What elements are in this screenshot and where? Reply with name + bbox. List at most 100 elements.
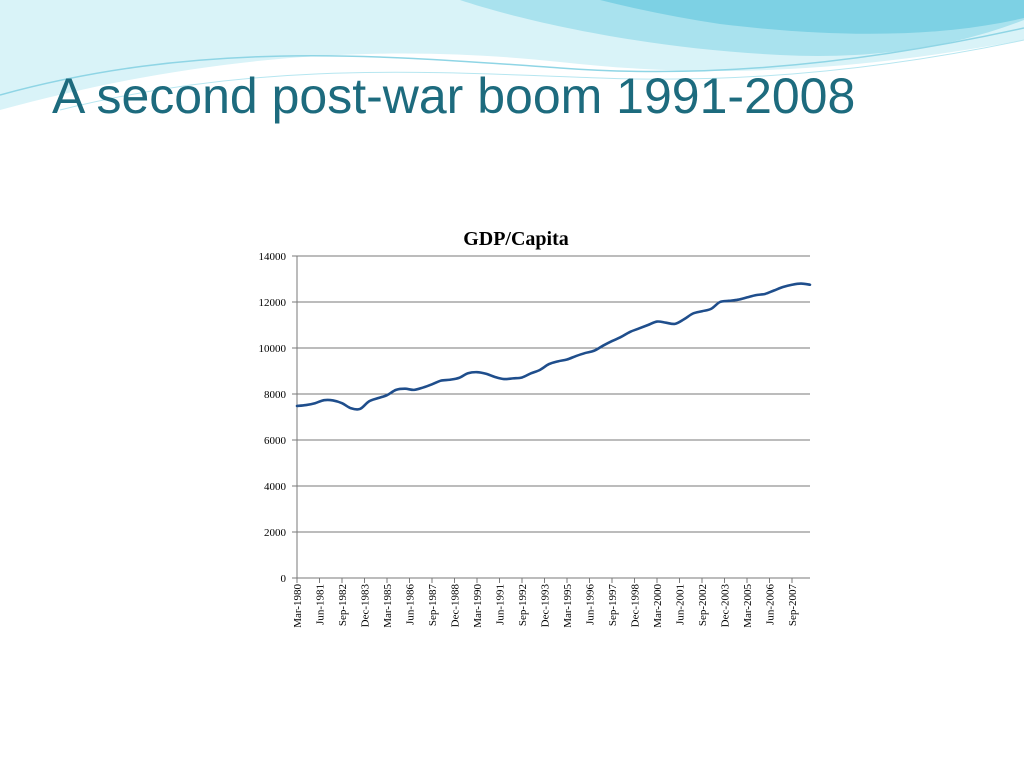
data-point-Mar-2003 (710, 308, 712, 310)
data-point-Sep-1990 (485, 372, 487, 375)
x-tick-label-Jun-1991: Jun-1991 (495, 584, 507, 625)
y-tick-label-4000: 4000 (264, 481, 287, 493)
data-point-Mar-1991 (494, 376, 496, 378)
data-point-Mar-2008 (800, 282, 802, 285)
data-point-Sep-2001 (683, 318, 685, 321)
data-point-Sep-1996 (593, 349, 595, 352)
data-point-Sep-2007 (791, 283, 793, 286)
data-point-Mar-1981 (314, 402, 316, 405)
data-point-Mar-1999 (638, 327, 640, 330)
data-point-Mar-1990 (476, 371, 478, 374)
x-tick-label-Dec-1998: Dec-1998 (630, 584, 642, 628)
data-point-Sep-2004 (737, 298, 739, 301)
wave-band-deep (600, 0, 1024, 34)
x-tick-label-Sep-1997: Sep-1997 (607, 584, 619, 627)
data-point-Sep-1983 (359, 408, 361, 410)
x-tick-label-Mar-1985: Mar-1985 (382, 584, 394, 628)
data-point-Mar-1986 (404, 387, 406, 390)
data-point-Mar-1982 (332, 399, 334, 402)
data-point-Sep-1992 (521, 376, 523, 379)
data-point-Sep-1986 (413, 388, 415, 391)
data-point-Mar-2007 (782, 286, 784, 288)
slide-title: A second post-war boom 1991-2008 (52, 68, 856, 124)
chart-series (295, 282, 812, 411)
data-point-Mar-1994 (548, 363, 550, 365)
x-tick-label-Mar-2000: Mar-2000 (652, 584, 664, 628)
y-tick-label-0: 0 (281, 573, 287, 585)
x-tick-label-Dec-1988: Dec-1988 (450, 584, 462, 628)
data-point-Sep-1981 (323, 399, 325, 402)
data-point-Sep-2002 (701, 310, 703, 313)
data-point-Sep-1993 (539, 368, 541, 371)
data-point-Sep-2006 (773, 289, 775, 292)
data-point-Sep-1997 (611, 340, 613, 342)
data-point-Sep-1988 (449, 378, 451, 381)
x-tick-label-Sep-1982: Sep-1982 (337, 584, 349, 626)
data-point-Sep-1980 (305, 404, 307, 406)
x-tick-label-Jun-1981: Jun-1981 (315, 584, 327, 625)
chart-gridlines (297, 255, 810, 533)
x-tick-label-Sep-1992: Sep-1992 (517, 584, 529, 626)
x-tick-label-Jun-2001: Jun-2001 (675, 584, 687, 625)
data-point-Sep-1985 (395, 388, 397, 391)
gdp-per-capita-line (295, 282, 812, 411)
data-point-Mar-2005 (746, 296, 748, 299)
header-wave-decoration (0, 0, 1024, 111)
data-point-Mar-1998 (620, 336, 622, 338)
y-axis-tick-labels: 0 2000 4000 6000 8000 10000 12000 14000 (259, 251, 287, 585)
x-tick-label-Dec-2003: Dec-2003 (720, 584, 732, 628)
data-point-Sep-1994 (557, 360, 559, 363)
wave-line (0, 27, 1024, 96)
wave-line-2 (59, 39, 1024, 111)
data-point-Sep-1989 (467, 372, 469, 375)
x-tick-label-Mar-1980: Mar-1980 (292, 584, 304, 628)
x-tick-label-Jun-2006: Jun-2006 (765, 584, 777, 625)
data-point-Mar-1997 (602, 344, 604, 347)
x-tick-label-Sep-1987: Sep-1987 (427, 584, 439, 627)
data-point-Mar-1985 (386, 394, 388, 397)
x-tick-label-Mar-1990: Mar-1990 (472, 584, 484, 628)
x-tick-label-Mar-1995: Mar-1995 (562, 584, 574, 628)
data-point-Mar-1996 (584, 352, 586, 354)
data-point-Mar-1980 (296, 405, 298, 407)
data-point-Mar-1983 (350, 407, 352, 410)
y-tick-label-8000: 8000 (264, 389, 287, 401)
x-tick-label-Jun-1986: Jun-1986 (405, 584, 417, 625)
x-axis-tick-labels: Mar-1980 Jun-1981 Sep-1982 Dec-1983 Mar-1985… (292, 584, 799, 628)
y-tick-label-2000: 2000 (264, 527, 287, 539)
data-point-Mar-1987 (422, 386, 424, 389)
data-point-Mar-1992 (512, 377, 514, 380)
data-point-Sep-2005 (755, 294, 757, 296)
y-tick-label-6000: 6000 (264, 435, 287, 447)
x-tick-label-Jun-1996: Jun-1996 (585, 584, 597, 625)
data-point-Mar-1989 (458, 377, 460, 379)
data-point-Mar-2004 (728, 299, 730, 302)
data-point-Sep-1987 (431, 383, 433, 386)
data-point-Mar-2001 (674, 322, 676, 325)
data-point-Sep-1982 (341, 402, 343, 405)
data-point-Sep-1998 (629, 331, 631, 333)
x-tick-label-Mar-2005: Mar-2005 (742, 584, 754, 628)
chart-title: GDP/Capita (463, 228, 569, 250)
chart-axes (292, 255, 810, 583)
data-point-Mar-1984 (368, 400, 370, 403)
data-point-Mar-1995 (566, 358, 568, 361)
data-point-Mar-2000 (656, 320, 658, 323)
x-tick-label-Dec-1983: Dec-1983 (360, 584, 372, 628)
y-tick-label-12000: 12000 (259, 297, 287, 309)
x-tick-label-Dec-1993: Dec-1993 (540, 584, 552, 628)
x-tick-label-Sep-2002: Sep-2002 (697, 584, 709, 626)
data-point-Sep-1999 (647, 324, 649, 326)
data-point-Mar-2002 (692, 312, 694, 315)
data-point-Sep-1984 (377, 397, 379, 400)
data-point-Mar-1988 (440, 379, 442, 382)
y-tick-label-10000: 10000 (259, 343, 287, 355)
data-point-Mar-2006 (764, 293, 766, 295)
x-tick-label-Sep-2007: Sep-2007 (787, 584, 799, 627)
data-point-Mar-1993 (530, 372, 532, 375)
data-point-Sep-2000 (665, 321, 667, 324)
data-point-Sep-2003 (719, 301, 721, 303)
data-point-Sep-1995 (575, 355, 577, 357)
y-tick-label-14000: 14000 (259, 251, 287, 263)
